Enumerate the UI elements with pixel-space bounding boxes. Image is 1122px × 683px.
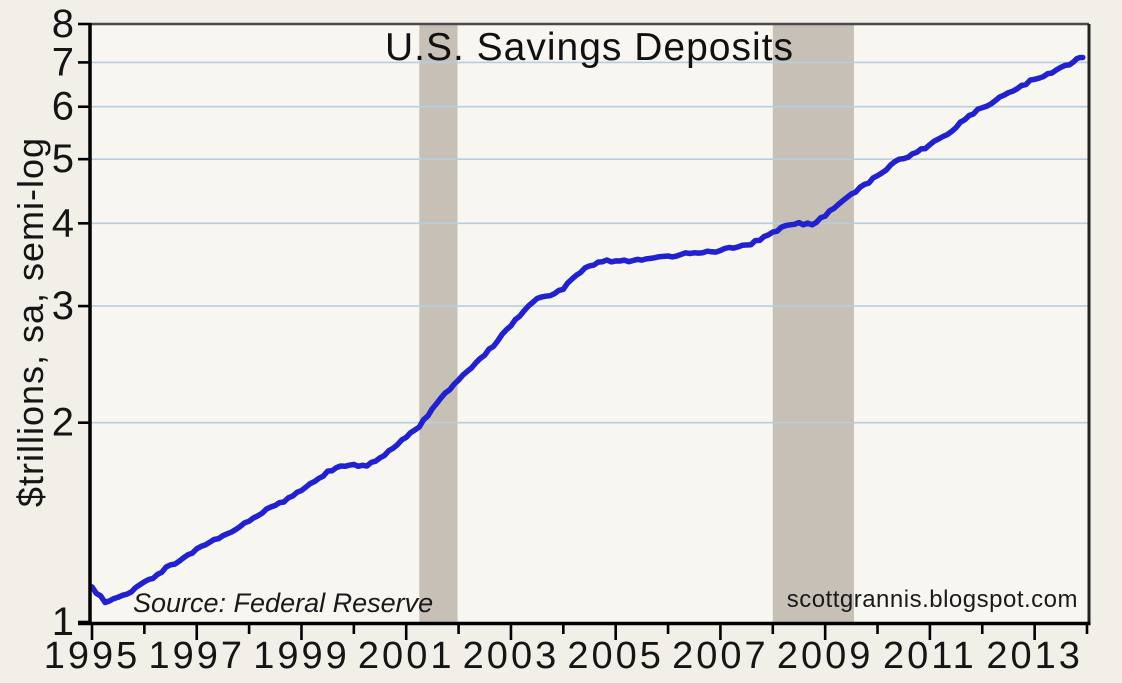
y-tick-label: 3 bbox=[52, 284, 74, 328]
x-tick-label: 1999 bbox=[253, 635, 350, 677]
y-tick-label: 1 bbox=[52, 600, 74, 644]
y-tick-label: 8 bbox=[52, 2, 74, 46]
source-note: Source: Federal Reserve bbox=[133, 588, 434, 618]
x-tick-label: 2011 bbox=[883, 635, 977, 677]
x-tick-label: 2007 bbox=[672, 635, 769, 677]
y-tick-label: 4 bbox=[52, 201, 74, 245]
data-line bbox=[89, 54, 1086, 606]
x-tick-label: 2013 bbox=[986, 635, 1083, 677]
y-tick-label: 6 bbox=[52, 85, 74, 129]
y-tick-label: 5 bbox=[52, 137, 74, 181]
x-tick-label: 2001 bbox=[358, 635, 455, 677]
recession-band bbox=[772, 25, 854, 622]
watermark-text: scottgrannis.blogspot.com bbox=[786, 586, 1078, 613]
y-tick-label: 7 bbox=[52, 40, 74, 84]
x-tick-label: 1997 bbox=[148, 635, 245, 677]
x-tick-label: 2003 bbox=[463, 635, 560, 677]
plot-background bbox=[90, 24, 1089, 622]
x-tick-label: 2005 bbox=[567, 635, 664, 677]
y-axis-title: $trillions, sa, semi-log bbox=[10, 136, 51, 508]
x-tick-label: 1995 bbox=[44, 635, 141, 677]
y-tick-label: 2 bbox=[52, 401, 74, 445]
recession-band bbox=[419, 25, 458, 622]
chart-title: U.S. Savings Deposits bbox=[384, 26, 794, 69]
x-tick-label: 2009 bbox=[777, 635, 874, 677]
